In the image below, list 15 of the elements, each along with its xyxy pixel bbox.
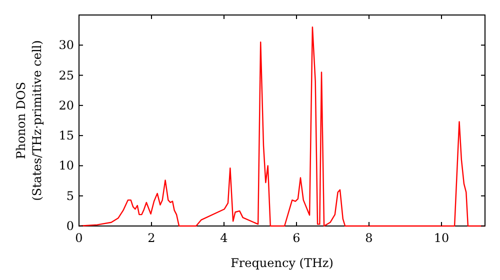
y-tick-label: 30 [58, 38, 74, 52]
y-tick-label: 25 [58, 68, 74, 82]
x-tick-label: 0 [75, 231, 83, 245]
y-tick-label: 10 [58, 158, 74, 173]
y-tick-label: 0 [66, 219, 74, 233]
y-axis-title: Phonon DOS (States/THz·primitive cell) [14, 40, 44, 201]
y-tick-label: 20 [58, 98, 74, 112]
x-tick-label: 2 [148, 231, 156, 245]
x-tick-label: 10 [434, 231, 450, 245]
y-tick-label: 15 [58, 128, 74, 143]
x-tick-label: 4 [220, 231, 228, 245]
x-axis-title: Frequency (THz) [230, 256, 334, 270]
x-tick-label: 8 [365, 231, 373, 245]
y-tick-label: 5 [66, 188, 74, 203]
x-tick-label: 6 [292, 231, 300, 245]
